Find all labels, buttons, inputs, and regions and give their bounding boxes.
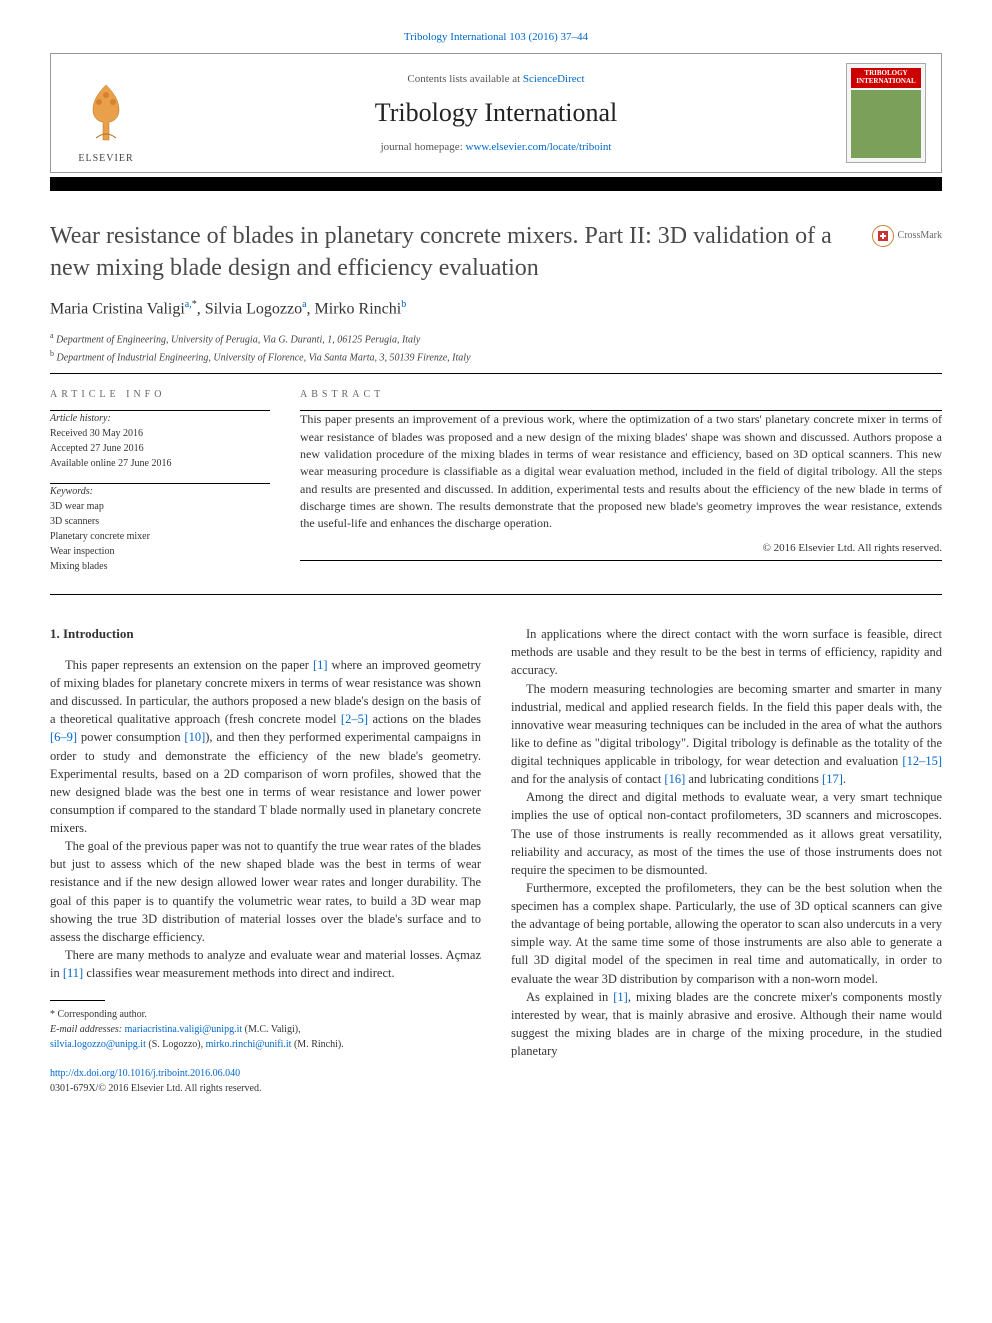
article-info-column: article info Article history: Received 3… xyxy=(50,388,270,586)
homepage-prefix: journal homepage: xyxy=(381,141,466,153)
p5a: The modern measuring technologies are be… xyxy=(511,682,942,769)
author-3-affil: b xyxy=(401,299,406,310)
p5c: and lubricating conditions xyxy=(685,772,822,786)
abstract-column: abstract This paper presents an improvem… xyxy=(300,388,942,586)
author-2: , Silvia Logozzo xyxy=(197,300,302,317)
ref-12-15[interactable]: [12–15] xyxy=(902,754,942,768)
journal-cover-thumbnail: TRIBOLOGYINTERNATIONAL xyxy=(846,63,926,163)
section-rule-top xyxy=(50,373,942,374)
p1c: actions on the blades xyxy=(368,712,481,726)
keyword-4: Wear inspection xyxy=(50,544,270,559)
email-2[interactable]: silvia.logozzo@unipg.it xyxy=(50,1039,146,1050)
p1d: power consumption xyxy=(77,730,184,744)
ref-6-9[interactable]: [6–9] xyxy=(50,730,77,744)
affil-b: Department of Industrial Engineering, Un… xyxy=(54,352,471,363)
heading-introduction: 1. Introduction xyxy=(50,625,481,644)
email-3-name: (M. Rinchi). xyxy=(291,1039,343,1050)
ref-10[interactable]: [10] xyxy=(184,730,205,744)
elsevier-tree-icon xyxy=(81,80,131,150)
citation-header[interactable]: Tribology International 103 (2016) 37–44 xyxy=(50,30,942,45)
author-3: , Mirko Rinchi xyxy=(307,300,402,317)
email-2-name: (S. Logozzo), xyxy=(146,1039,206,1050)
email-label: E-mail addresses: xyxy=(50,1024,125,1035)
abstract-copyright: © 2016 Elsevier Ltd. All rights reserved… xyxy=(300,541,942,556)
cover-title-bottom: INTERNATIONAL xyxy=(856,77,915,85)
crossmark-badge[interactable]: CrossMark xyxy=(872,225,942,247)
corresponding-author: * Corresponding author. xyxy=(50,1007,481,1022)
ref-1b[interactable]: [1] xyxy=(613,990,628,1004)
abstract-text: This paper presents an improvement of a … xyxy=(300,411,942,533)
section-rule-bottom xyxy=(50,594,942,595)
p1a: This paper represents an extension on th… xyxy=(65,658,313,672)
keyword-1: 3D wear map xyxy=(50,499,270,514)
affil-a: Department of Engineering, University of… xyxy=(54,335,421,346)
p6: Among the direct and digital methods to … xyxy=(511,788,942,879)
email-1-name: (M.C. Valigi), xyxy=(242,1024,300,1035)
keyword-5: Mixing blades xyxy=(50,559,270,574)
contents-line: Contents lists available at ScienceDirec… xyxy=(407,72,584,87)
author-1: Maria Cristina Valigi xyxy=(50,300,185,317)
sciencedirect-link[interactable]: ScienceDirect xyxy=(523,73,585,85)
p2: The goal of the previous paper was not t… xyxy=(50,837,481,946)
doi-link[interactable]: http://dx.doi.org/10.1016/j.triboint.201… xyxy=(50,1068,240,1079)
journal-title: Tribology International xyxy=(375,95,617,131)
keyword-2: 3D scanners xyxy=(50,514,270,529)
ref-1[interactable]: [1] xyxy=(313,658,328,672)
doi-block: http://dx.doi.org/10.1016/j.triboint.201… xyxy=(50,1066,481,1096)
homepage-link[interactable]: www.elsevier.com/locate/triboint xyxy=(466,141,612,153)
keyword-3: Planetary concrete mixer xyxy=(50,529,270,544)
p3b: classifies wear measurement methods into… xyxy=(83,966,394,980)
contents-prefix: Contents lists available at xyxy=(407,73,522,85)
body-column-right: In applications where the direct contact… xyxy=(511,625,942,1096)
footnote-separator xyxy=(50,1000,105,1001)
crossmark-label: CrossMark xyxy=(898,229,942,243)
ref-2-5[interactable]: [2–5] xyxy=(341,712,368,726)
p5b: and for the analysis of contact xyxy=(511,772,664,786)
article-info-label: article info xyxy=(50,388,270,402)
p5d: . xyxy=(843,772,846,786)
affiliations: a Department of Engineering, University … xyxy=(50,330,942,365)
history-accepted: Accepted 27 June 2016 xyxy=(50,441,270,456)
abstract-label: abstract xyxy=(300,388,942,402)
keywords-label: Keywords: xyxy=(50,484,270,499)
ref-16[interactable]: [16] xyxy=(664,772,685,786)
ref-17[interactable]: [17] xyxy=(822,772,843,786)
issn-copyright: 0301-679X/© 2016 Elsevier Ltd. All right… xyxy=(50,1081,481,1096)
author-1-affil: a, xyxy=(185,299,192,310)
masthead: ELSEVIER Contents lists available at Sci… xyxy=(50,53,942,173)
ref-11[interactable]: [11] xyxy=(63,966,83,980)
p7: Furthermore, excepted the profilometers,… xyxy=(511,879,942,988)
article-title: Wear resistance of blades in planetary c… xyxy=(50,221,860,283)
publisher-block: ELSEVIER xyxy=(51,54,161,172)
p4: In applications where the direct contact… xyxy=(511,625,942,679)
body-column-left: 1. Introduction This paper represents an… xyxy=(50,625,481,1096)
email-3[interactable]: mirko.rinchi@unifi.it xyxy=(206,1039,292,1050)
history-online: Available online 27 June 2016 xyxy=(50,456,270,471)
p1e: ), and then they performed experimental … xyxy=(50,730,481,835)
history-received: Received 30 May 2016 xyxy=(50,426,270,441)
footnotes: * Corresponding author. E-mail addresses… xyxy=(50,1007,481,1052)
masthead-divider xyxy=(50,177,942,191)
publisher-name: ELSEVIER xyxy=(78,152,133,166)
authors-line: Maria Cristina Valigia,*, Silvia Logozzo… xyxy=(50,298,942,321)
history-label: Article history: xyxy=(50,411,270,426)
email-1[interactable]: mariacristina.valigi@unipg.it xyxy=(125,1024,243,1035)
crossmark-icon xyxy=(872,225,894,247)
homepage-line: journal homepage: www.elsevier.com/locat… xyxy=(381,140,612,155)
p8a: As explained in xyxy=(526,990,613,1004)
